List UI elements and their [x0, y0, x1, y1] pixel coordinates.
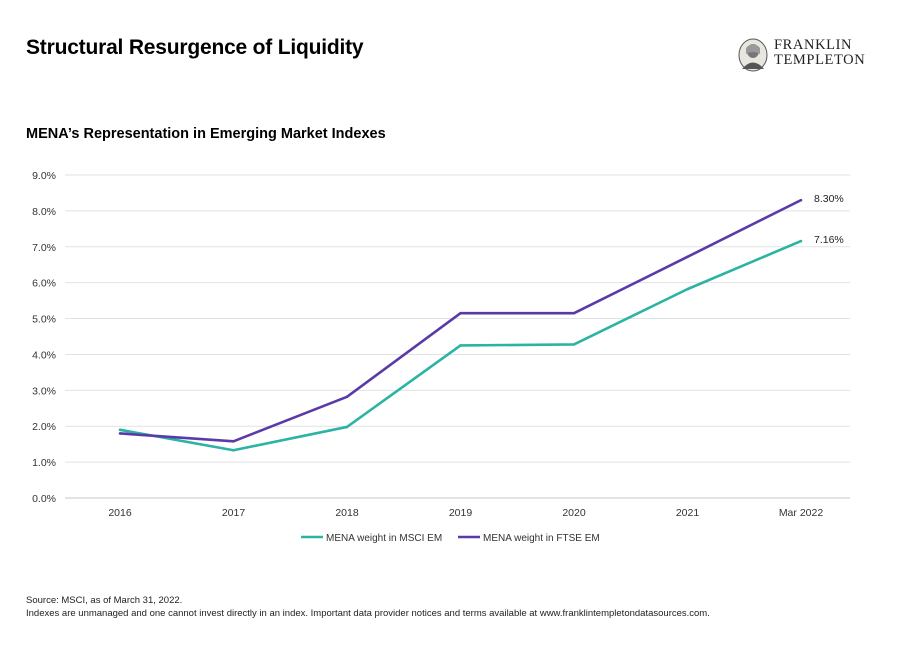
data-point	[686, 255, 689, 259]
data-point	[118, 432, 122, 435]
footer-source: Source: MSCI, as of March 31, 2022.	[26, 595, 183, 606]
y-tick-label: 1.0%	[32, 457, 56, 469]
data-point	[345, 425, 349, 429]
x-tick-label: 2021	[676, 507, 700, 519]
x-axis-ticks: 2016 2017 2018 2019 2020 2021 Mar 2022	[108, 507, 823, 519]
logo-line-1: FRANKLIN	[774, 37, 853, 53]
y-tick-label: 8.0%	[32, 206, 56, 218]
x-tick-label: 2020	[562, 507, 586, 519]
grid-lines	[65, 174, 850, 499]
data-labels: 7.16% 8.30%	[814, 193, 844, 246]
x-tick-label: Mar 2022	[779, 507, 824, 519]
series-lines	[118, 198, 803, 452]
x-tick-label: 2017	[222, 507, 246, 519]
end-data-label: 8.30%	[814, 193, 844, 205]
y-tick-label: 7.0%	[32, 242, 56, 254]
logo-line-2: TEMPLETON	[774, 52, 866, 68]
y-tick-label: 6.0%	[32, 278, 56, 290]
data-point	[118, 428, 122, 432]
data-point	[232, 448, 235, 452]
end-data-label: 7.16%	[814, 234, 844, 246]
y-tick-label: 3.0%	[32, 385, 56, 397]
legend-label: MENA weight in MSCI EM	[326, 533, 442, 544]
data-point	[459, 344, 462, 347]
data-point	[345, 395, 349, 399]
data-point	[572, 343, 576, 346]
page-title: Structural Resurgence of Liquidity	[26, 36, 364, 59]
y-tick-label: 9.0%	[32, 170, 56, 182]
footer: Source: MSCI, as of March 31, 2022. Inde…	[26, 594, 710, 620]
data-point	[232, 439, 235, 443]
franklin-portrait-icon	[738, 38, 768, 72]
footer-disclaimer: Indexes are unmanaged and one cannot inv…	[26, 608, 710, 619]
franklin-templeton-logo: FRANKLIN TEMPLETON	[738, 38, 878, 72]
data-point	[572, 311, 576, 315]
data-point	[459, 311, 462, 315]
legend-label: MENA weight in FTSE EM	[483, 533, 600, 544]
data-point	[686, 287, 689, 291]
x-tick-label: 2016	[108, 507, 132, 519]
y-tick-label: 0.0%	[32, 493, 56, 505]
legend: MENA weight in MSCI EM MENA weight in FTS…	[301, 533, 600, 544]
data-point	[799, 198, 803, 202]
x-tick-label: 2018	[335, 507, 359, 519]
series-line-2	[119, 198, 802, 443]
y-axis-ticks: 0.0% 1.0% 2.0% 3.0% 4.0% 5.0% 6.0% 7.0% 8.0% 9.0%	[32, 170, 56, 505]
y-tick-label: 4.0%	[32, 349, 56, 361]
x-tick-label: 2019	[449, 507, 473, 519]
chart-title: MENA’s Representation in Emerging Market…	[26, 126, 386, 142]
data-point	[799, 239, 803, 243]
y-tick-label: 2.0%	[32, 421, 56, 433]
y-tick-label: 5.0%	[32, 314, 56, 326]
